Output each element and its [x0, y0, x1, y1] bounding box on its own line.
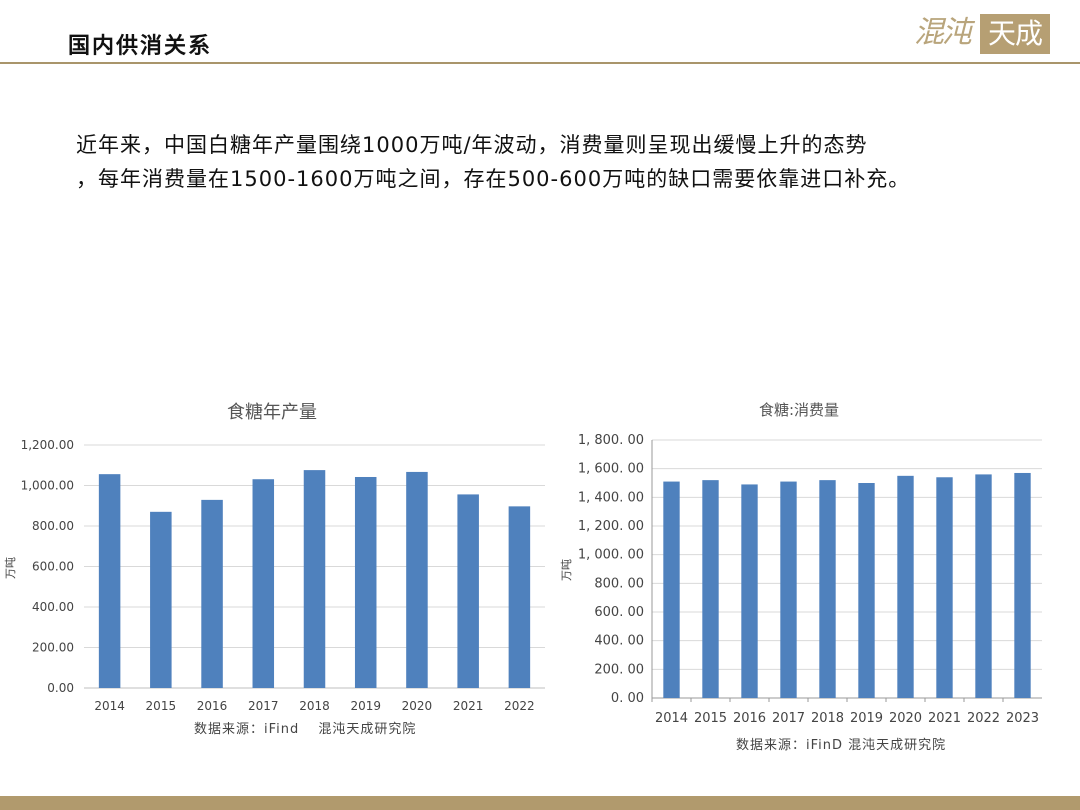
x-tick-label: 2018 — [299, 699, 330, 713]
x-tick-label: 2019 — [350, 699, 381, 713]
production-chart: 食糖年产量万吨 0.00 200.00 400.00 600.00 800.00 1,000… — [0, 390, 560, 740]
consumption-chart-source: 数据来源：iFinD 混沌天成研究院 — [736, 738, 947, 753]
footer-bar — [0, 796, 1080, 810]
x-tick-label: 2020 — [889, 711, 922, 726]
logo-right-text: 天成 — [980, 14, 1050, 54]
bar — [303, 470, 326, 688]
bar — [702, 480, 719, 698]
slide-header: 国内供消关系 混沌 天成 — [0, 0, 1080, 66]
y-tick-label: 800.00 — [32, 519, 74, 533]
y-tick-label: 1, 400. 00 — [578, 490, 644, 505]
y-tick-label: 400. 00 — [594, 634, 644, 649]
bar — [663, 481, 680, 698]
y-tick-label: 1,200.00 — [21, 438, 74, 452]
x-tick-label: 2017 — [248, 699, 279, 713]
y-tick-label: 600. 00 — [594, 605, 644, 620]
y-tick-label: 600.00 — [32, 560, 74, 574]
y-axis-label: 万吨 — [560, 559, 573, 581]
bar — [858, 483, 875, 698]
y-tick-label: 800. 00 — [594, 576, 644, 591]
consumption-chart: 食糖:消费量万吨 0. 00 200. 00 400. 00 600. 00 800. 0… — [556, 390, 1080, 760]
bar — [936, 477, 953, 698]
bar — [1014, 472, 1031, 698]
bar — [457, 494, 479, 688]
y-tick-label: 0.00 — [47, 681, 74, 695]
y-tick-label: 1, 800. 00 — [578, 433, 644, 448]
x-tick-label: 2014 — [94, 699, 125, 713]
x-tick-label: 2019 — [850, 711, 883, 726]
y-tick-label: 1, 000. 00 — [578, 548, 644, 563]
y-tick-label: 200. 00 — [594, 662, 644, 677]
x-tick-label: 2016 — [197, 699, 228, 713]
production-chart-source: 数据来源：iFind 混沌天成研究院 — [194, 722, 417, 737]
bar — [975, 474, 992, 698]
header-divider — [0, 62, 1080, 64]
x-tick-label: 2017 — [772, 711, 805, 726]
x-tick-label: 2020 — [402, 699, 433, 713]
bar — [201, 499, 223, 688]
x-tick-label: 2021 — [453, 699, 484, 713]
x-tick-label: 2015 — [146, 699, 177, 713]
bar — [819, 480, 836, 698]
y-tick-label: 0. 00 — [611, 691, 644, 706]
y-tick-label: 400.00 — [32, 600, 74, 614]
bar — [354, 476, 377, 688]
y-tick-label: 1, 200. 00 — [578, 519, 644, 534]
intro-line-1: 近年来，中国白糖年产量围绕1000万吨/年波动，消费量则呈现出缓慢上升的态势 — [76, 133, 868, 157]
brand-logo: 混沌 天成 — [914, 12, 1050, 54]
bar — [98, 474, 121, 688]
x-tick-label: 2015 — [694, 711, 727, 726]
slide-title: 国内供消关系 — [68, 34, 213, 59]
x-tick-label: 2022 — [504, 699, 535, 713]
chart-title: 食糖:消费量 — [759, 401, 839, 419]
bar — [406, 471, 428, 688]
y-tick-label: 1, 600. 00 — [578, 462, 644, 477]
x-tick-label: 2018 — [811, 711, 844, 726]
bar — [741, 484, 758, 698]
bar — [252, 479, 275, 688]
x-tick-label: 2014 — [655, 711, 688, 726]
x-tick-label: 2021 — [928, 711, 961, 726]
chart-title: 食糖年产量 — [227, 402, 317, 423]
bar — [780, 481, 797, 698]
y-axis-label: 万吨 — [4, 557, 17, 579]
intro-paragraph: 近年来，中国白糖年产量围绕1000万吨/年波动，消费量则呈现出缓慢上升的态势 ，… — [76, 128, 1046, 196]
intro-line-2: ，每年消费量在1500-1600万吨之间，存在500-600万吨的缺口需要依靠进… — [76, 167, 911, 191]
bar — [150, 511, 172, 688]
y-tick-label: 1,000.00 — [21, 479, 74, 493]
x-tick-label: 2023 — [1006, 711, 1039, 726]
x-tick-label: 2016 — [733, 711, 766, 726]
bar — [508, 506, 531, 688]
x-tick-label: 2022 — [967, 711, 1000, 726]
bar — [897, 475, 914, 698]
y-tick-label: 200.00 — [32, 641, 74, 655]
logo-left-text: 混沌 — [914, 15, 972, 50]
